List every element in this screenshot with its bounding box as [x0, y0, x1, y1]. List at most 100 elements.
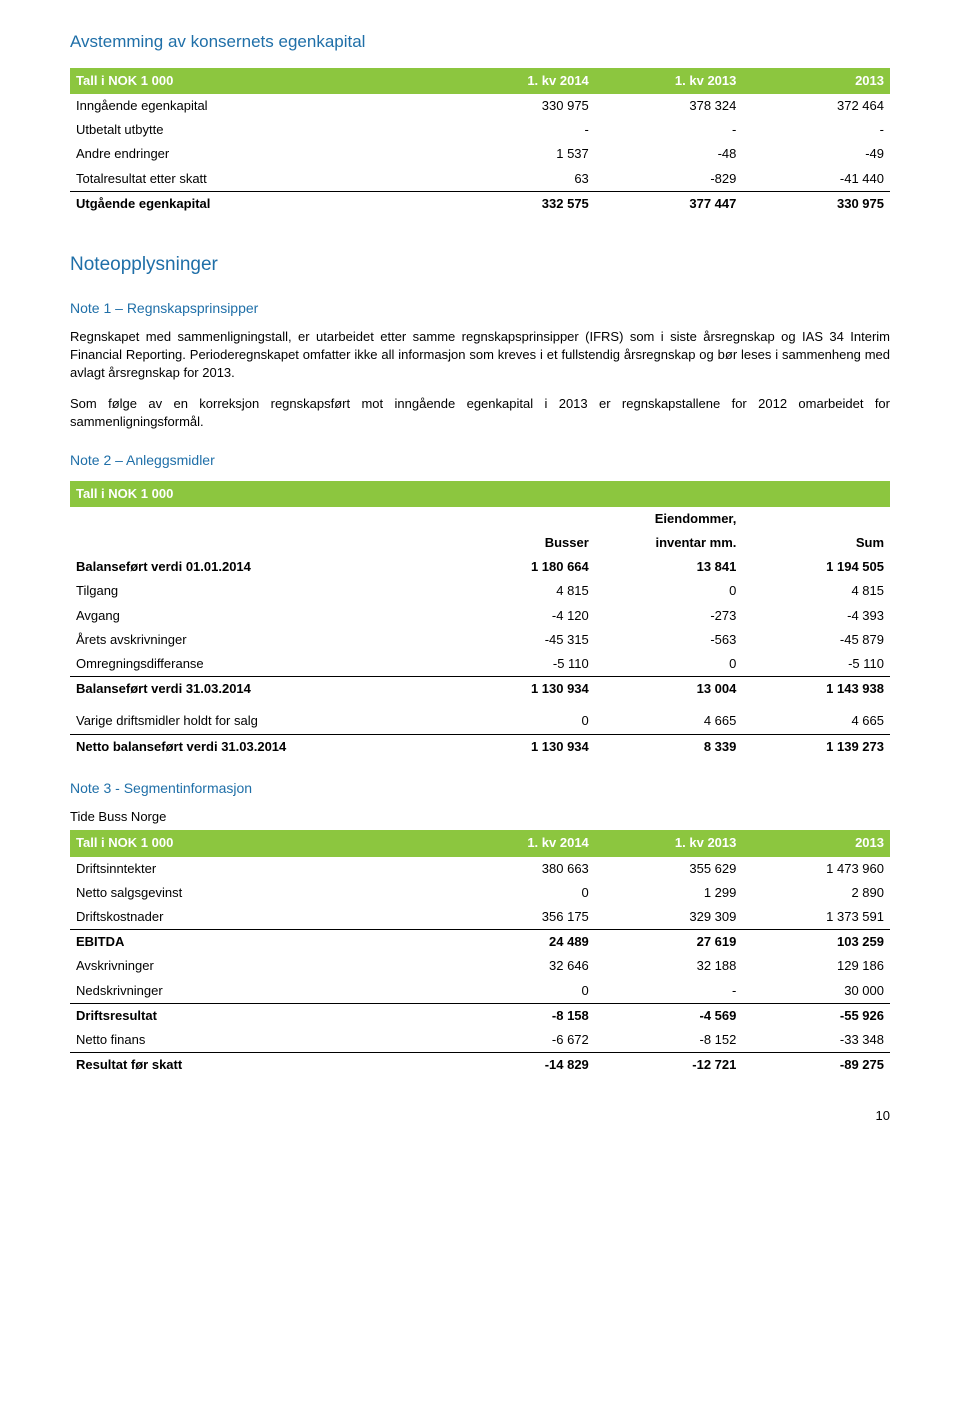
- cell-value: 4 815: [742, 579, 890, 603]
- cell-value: 1 180 664: [447, 555, 595, 579]
- cell-value: 1 373 591: [742, 905, 890, 930]
- table-row: EBITDA 24 489 27 619 103 259: [70, 930, 890, 955]
- cell-label: Driftskostnader: [70, 905, 447, 930]
- cell-label: EBITDA: [70, 930, 447, 955]
- cell-value: -41 440: [742, 167, 890, 192]
- table-row: Inngående egenkapital 330 975 378 324 37…: [70, 94, 890, 118]
- cell-value: 4 665: [742, 709, 890, 734]
- cell-value: 1 130 934: [447, 677, 595, 702]
- cell-value: 356 175: [447, 905, 595, 930]
- cell-value: -49: [742, 142, 890, 166]
- cell-value: -12 721: [595, 1053, 743, 1078]
- table-row: Netto balanseført verdi 31.03.2014 1 130…: [70, 734, 890, 759]
- note2-col2-l2: inventar mm.: [595, 531, 743, 555]
- table-row: Driftsresultat -8 158 -4 569 -55 926: [70, 1003, 890, 1028]
- page-number: 10: [70, 1107, 890, 1125]
- table-row: Avskrivninger 32 646 32 188 129 186: [70, 954, 890, 978]
- cell-value: 4 815: [447, 579, 595, 603]
- cell-value: 1 143 938: [742, 677, 890, 702]
- cell-value: -: [742, 118, 890, 142]
- cell-value: -14 829: [447, 1053, 595, 1078]
- cell-value: 1 130 934: [447, 734, 595, 759]
- cell-label: Varige driftsmidler holdt for salg: [70, 709, 447, 734]
- cell-label: Inngående egenkapital: [70, 94, 447, 118]
- equity-title: Avstemming av konsernets egenkapital: [70, 30, 890, 54]
- table-row: Driftsinntekter 380 663 355 629 1 473 96…: [70, 857, 890, 881]
- cell-value: 8 339: [595, 734, 743, 759]
- cell-label: Utbetalt utbytte: [70, 118, 447, 142]
- cell-value: 380 663: [447, 857, 595, 881]
- cell-value: 0: [447, 979, 595, 1004]
- cell-value: 378 324: [595, 94, 743, 118]
- cell-value: 63: [447, 167, 595, 192]
- cell-value: 372 464: [742, 94, 890, 118]
- cell-value: -48: [595, 142, 743, 166]
- cell-value: 13 841: [595, 555, 743, 579]
- cell-label: Driftsinntekter: [70, 857, 447, 881]
- cell-label: Balanseført verdi 31.03.2014: [70, 677, 447, 702]
- cell-value: -273: [595, 604, 743, 628]
- cell-value: -8 158: [447, 1003, 595, 1028]
- cell-value: 0: [447, 881, 595, 905]
- cell-value: -4 393: [742, 604, 890, 628]
- cell-value: 27 619: [595, 930, 743, 955]
- equity-header-label: Tall i NOK 1 000: [70, 68, 447, 94]
- table-row: Totalresultat etter skatt 63 -829 -41 44…: [70, 167, 890, 192]
- cell-value: 1 194 505: [742, 555, 890, 579]
- cell-value: 355 629: [595, 857, 743, 881]
- note3-title: Note 3 - Segmentinformasjon: [70, 779, 890, 799]
- cell-value: -89 275: [742, 1053, 890, 1078]
- cell-value: -4 120: [447, 604, 595, 628]
- cell-value: 1 537: [447, 142, 595, 166]
- cell-value: 0: [447, 709, 595, 734]
- table-row: Driftskostnader 356 175 329 309 1 373 59…: [70, 905, 890, 930]
- table-row: Balanseført verdi 31.03.2014 1 130 934 1…: [70, 677, 890, 702]
- note3-subtitle: Tide Buss Norge: [70, 808, 890, 826]
- cell-value: 103 259: [742, 930, 890, 955]
- cell-value: 332 575: [447, 191, 595, 216]
- equity-col2: 1. kv 2013: [595, 68, 743, 94]
- note3-col1: 1. kv 2014: [447, 830, 595, 856]
- cell-value: -45 879: [742, 628, 890, 652]
- cell-value: -5 110: [447, 652, 595, 677]
- cell-value: 377 447: [595, 191, 743, 216]
- cell-value: 2 890: [742, 881, 890, 905]
- cell-label: Utgående egenkapital: [70, 191, 447, 216]
- cell-label: Nedskrivninger: [70, 979, 447, 1004]
- equity-col3: 2013: [742, 68, 890, 94]
- cell-label: Tilgang: [70, 579, 447, 603]
- cell-label: Netto balanseført verdi 31.03.2014: [70, 734, 447, 759]
- note2-col3: Sum: [742, 507, 890, 555]
- table-row: Nedskrivninger 0 - 30 000: [70, 979, 890, 1004]
- cell-label: Totalresultat etter skatt: [70, 167, 447, 192]
- table-row: Avgang -4 120 -273 -4 393: [70, 604, 890, 628]
- cell-label: Balanseført verdi 01.01.2014: [70, 555, 447, 579]
- cell-label: Andre endringer: [70, 142, 447, 166]
- cell-value: 330 975: [447, 94, 595, 118]
- cell-value: 1 139 273: [742, 734, 890, 759]
- cell-value: -: [595, 118, 743, 142]
- cell-value: 129 186: [742, 954, 890, 978]
- table-row: Årets avskrivninger -45 315 -563 -45 879: [70, 628, 890, 652]
- cell-value: 32 646: [447, 954, 595, 978]
- note1-title: Note 1 – Regnskapsprinsipper: [70, 299, 890, 319]
- cell-label: Netto finans: [70, 1028, 447, 1053]
- equity-col1: 1. kv 2014: [447, 68, 595, 94]
- cell-label: Netto salgsgevinst: [70, 881, 447, 905]
- cell-label: Avskrivninger: [70, 954, 447, 978]
- cell-value: -4 569: [595, 1003, 743, 1028]
- cell-value: 30 000: [742, 979, 890, 1004]
- cell-value: 0: [595, 652, 743, 677]
- cell-label: Driftsresultat: [70, 1003, 447, 1028]
- table-row: Andre endringer 1 537 -48 -49: [70, 142, 890, 166]
- cell-label: Årets avskrivninger: [70, 628, 447, 652]
- cell-value: -: [595, 979, 743, 1004]
- table-row: Utbetalt utbytte - - -: [70, 118, 890, 142]
- table-row: Omregningsdifferanse -5 110 0 -5 110: [70, 652, 890, 677]
- cell-value: 1 473 960: [742, 857, 890, 881]
- table-row: Varige driftsmidler holdt for salg 0 4 6…: [70, 709, 890, 734]
- cell-value: 32 188: [595, 954, 743, 978]
- table-row: Tilgang 4 815 0 4 815: [70, 579, 890, 603]
- cell-value: 1 299: [595, 881, 743, 905]
- note2-table: Tall i NOK 1 000 Busser Eiendommer, Sum …: [70, 481, 890, 759]
